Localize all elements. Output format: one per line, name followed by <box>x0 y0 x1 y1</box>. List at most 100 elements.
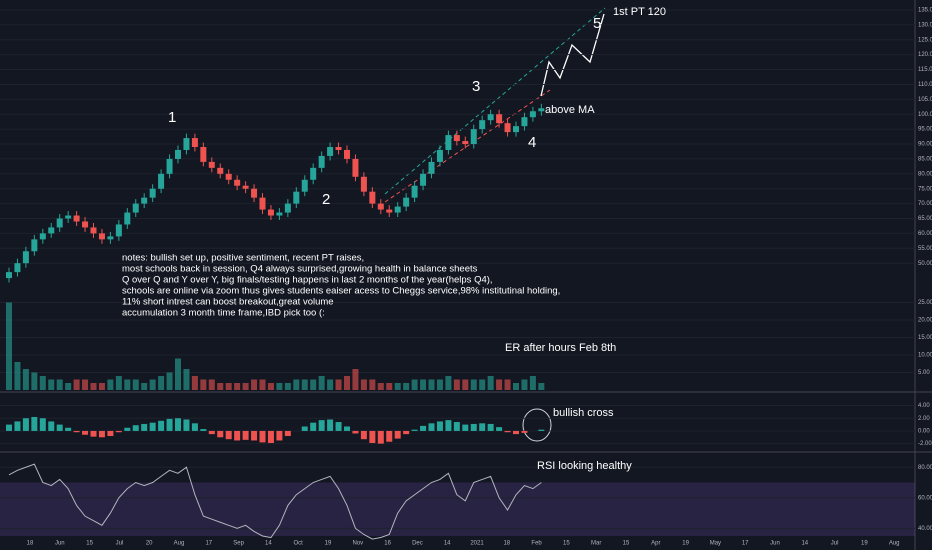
y-tick-label: 60.00 <box>918 495 932 501</box>
macd-bar <box>360 430 367 440</box>
volume-bar <box>200 379 207 390</box>
volume-bar <box>301 379 308 390</box>
volume-bar <box>453 379 460 390</box>
x-tick-label: Jul <box>831 541 839 547</box>
volume-bar <box>276 383 283 390</box>
candle-body <box>301 179 308 192</box>
macd-bar <box>132 425 139 431</box>
volume-bar <box>428 379 435 390</box>
candle-body <box>183 138 190 150</box>
volume-bar <box>462 379 469 390</box>
y-tick-label: 55.00 <box>918 246 932 252</box>
volume-bar <box>267 383 274 390</box>
macd-bar <box>166 418 173 431</box>
macd-bar <box>175 418 181 431</box>
macd-bar <box>301 426 308 431</box>
y-tick-label: 25.00 <box>918 300 932 306</box>
macd-bar <box>251 430 258 441</box>
macd-bar <box>39 418 46 431</box>
x-tick-label: 18 <box>27 541 34 547</box>
y-tick-label: 135.00 <box>918 8 932 14</box>
candle-body <box>234 179 241 186</box>
macd-bar <box>462 424 469 431</box>
candle-body <box>48 227 55 234</box>
candle-body <box>166 158 173 174</box>
macd-bar <box>217 430 224 438</box>
macd-bar <box>124 427 131 431</box>
x-tick-label: Oct <box>294 541 304 547</box>
macd-bar <box>445 420 452 431</box>
volume-bar <box>470 379 477 390</box>
candle-body <box>200 147 207 162</box>
candle-body <box>445 135 452 150</box>
candle-body <box>377 203 384 210</box>
macd-bar <box>6 424 12 431</box>
x-tick-label: Nov <box>352 541 363 547</box>
annotation: 3 <box>472 78 480 95</box>
candle-body <box>82 221 89 228</box>
x-tick-label: 14 <box>265 541 272 547</box>
x-tick-label: Mar <box>591 541 601 547</box>
candle-body <box>141 197 148 204</box>
volume-bar <box>310 379 317 390</box>
y-tick-label: 105.00 <box>918 97 932 103</box>
volume-bar <box>56 379 63 390</box>
candle-body <box>521 117 528 127</box>
volume-bar <box>352 369 359 390</box>
candle-body <box>56 218 63 228</box>
x-tick-label: Jun <box>55 541 65 547</box>
volume-bar <box>39 376 46 390</box>
macd-bar <box>504 430 511 433</box>
candle-body <box>411 185 418 198</box>
volume-bar <box>158 376 165 390</box>
volume-bar <box>31 372 38 390</box>
y-tick-label: 115.00 <box>918 67 932 73</box>
candle-body <box>107 236 114 240</box>
note-line: most schools back in session, Q4 always … <box>122 264 478 275</box>
candle-body <box>251 188 258 198</box>
candle-body <box>132 203 139 213</box>
volume-bar <box>479 379 486 390</box>
y-tick-label: 90.00 <box>918 142 932 148</box>
y-tick-label: 70.00 <box>918 201 932 207</box>
macd-bar <box>115 430 122 433</box>
volume-bar <box>124 379 131 390</box>
candle-body <box>369 191 376 204</box>
annotation: bullish cross <box>553 407 614 419</box>
annotation: 5 <box>593 15 601 32</box>
annotation: 2 <box>322 191 330 208</box>
volume-bar <box>284 383 291 390</box>
candle-body <box>428 161 435 174</box>
volume-bar <box>251 379 258 390</box>
macd-bar <box>335 422 342 431</box>
macd-bar <box>453 422 460 431</box>
volume-bar <box>82 379 89 390</box>
volume-bar <box>360 379 367 390</box>
note-line: 11% short intrest can boost breakout,gre… <box>122 297 334 308</box>
volume-bar <box>6 302 12 390</box>
candle-body <box>267 209 274 216</box>
x-tick-label: Apr <box>651 541 660 547</box>
macd-bar <box>521 430 528 433</box>
x-tick-label: 20 <box>146 541 153 547</box>
rsi-band <box>0 482 915 536</box>
macd-bar <box>234 430 241 441</box>
annotation: RSI looking healthy <box>537 460 632 472</box>
x-tick-label: 2021 <box>470 541 484 547</box>
x-tick-label: 19 <box>682 541 689 547</box>
x-tick-label: 16 <box>384 541 391 547</box>
x-tick-label: May <box>710 541 721 547</box>
volume-bar <box>420 379 427 390</box>
y-tick-label: 95.00 <box>918 127 932 133</box>
candle-body <box>479 120 486 130</box>
macd-bar <box>420 425 427 431</box>
x-tick-label: 15 <box>86 541 93 547</box>
macd-bar <box>394 430 401 439</box>
candle-body <box>462 141 469 145</box>
macd-bar <box>377 430 384 444</box>
annotation: 1st PT 120 <box>613 6 666 18</box>
note-line: notes: bullish set up, positive sentimen… <box>122 253 364 264</box>
candle-body <box>191 138 198 147</box>
y-tick-label: 4.00 <box>918 403 930 409</box>
